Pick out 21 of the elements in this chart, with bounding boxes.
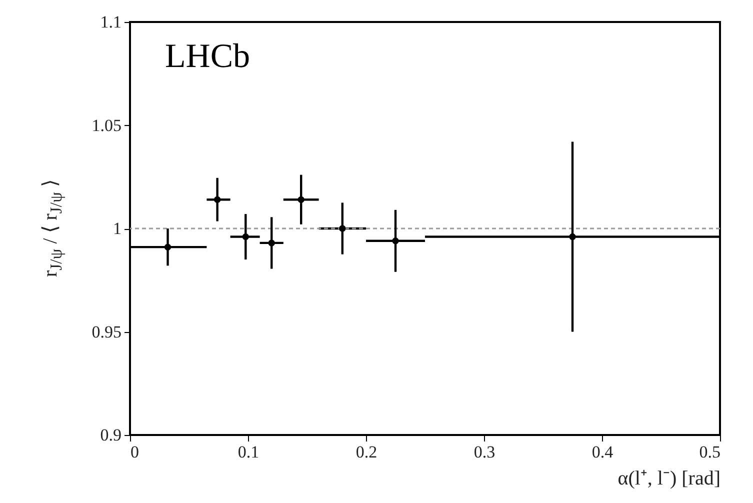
y-tick-label: 1.05 — [92, 116, 122, 135]
point — [298, 196, 304, 203]
x-tick-label: 0.5 — [699, 442, 720, 462]
point — [242, 233, 249, 240]
x-tick-label: 0 — [130, 442, 139, 462]
point — [569, 233, 576, 240]
point — [164, 244, 172, 250]
y-tick-label: 1.1 — [100, 12, 122, 32]
y-tick-label: 0.95 — [92, 322, 122, 342]
x-tick-label: 0.4 — [592, 442, 614, 462]
x-tick-label: 0.2 — [356, 442, 378, 462]
point — [214, 196, 221, 203]
x-tick-label: 0.1 — [238, 442, 260, 462]
y-tick-label: 0.9 — [100, 426, 122, 444]
point — [392, 238, 399, 244]
x-tick-label: 0.3 — [474, 442, 496, 462]
point — [339, 225, 346, 232]
point — [268, 240, 275, 246]
annotation: LHCb — [165, 38, 250, 76]
x-axis-title: α(l⁺, l⁻) [rad] — [618, 468, 720, 490]
y-tick-label: 1 — [113, 219, 122, 238]
